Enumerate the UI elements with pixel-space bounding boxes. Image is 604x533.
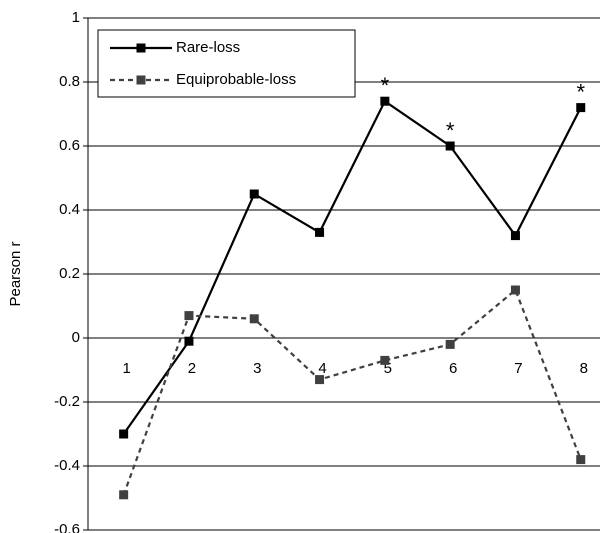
marker	[510, 231, 520, 241]
marker	[119, 490, 129, 500]
marker	[249, 189, 259, 199]
y-tick-label: 0.6	[59, 137, 80, 154]
marker	[315, 227, 325, 237]
y-axis-label: Pearson r	[7, 241, 24, 306]
marker	[380, 355, 390, 365]
x-tick-label: 3	[253, 360, 261, 377]
legend-label: Rare-loss	[176, 39, 240, 56]
marker	[445, 339, 455, 349]
x-tick-label: 8	[580, 360, 588, 377]
x-tick-label: 6	[449, 360, 457, 377]
y-tick-label: 1	[72, 9, 80, 26]
y-tick-label: -0.6	[54, 521, 80, 533]
x-tick-label: 2	[188, 360, 196, 377]
marker	[576, 103, 586, 113]
legend-marker	[136, 75, 146, 85]
x-tick-label: 4	[318, 360, 326, 377]
annotation: *	[381, 73, 390, 98]
marker	[315, 375, 325, 385]
series-line	[122, 99, 582, 435]
y-tick-label: 0.4	[59, 201, 80, 218]
y-tick-label: 0.8	[59, 73, 80, 90]
y-tick-label: -0.4	[54, 457, 80, 474]
x-tick-label: 1	[122, 360, 130, 377]
x-tick-label: 7	[514, 360, 522, 377]
marker	[249, 314, 259, 324]
series-line	[122, 288, 582, 496]
legend-box	[97, 29, 356, 98]
x-tick-label: 5	[384, 360, 392, 377]
marker	[184, 336, 194, 346]
legend: Rare-loss Equiprobable-loss	[97, 29, 356, 98]
annotation: *	[576, 79, 585, 104]
marker	[119, 429, 129, 439]
legend-marker	[136, 43, 146, 53]
annotation: *	[446, 118, 455, 143]
y-tick-label: 0	[72, 329, 80, 346]
y-tick-label: -0.2	[54, 393, 80, 410]
legend-label: Equiprobable-loss	[176, 71, 296, 88]
marker	[510, 285, 520, 295]
marker	[576, 455, 586, 465]
marker	[380, 96, 390, 106]
marker	[445, 141, 455, 151]
marker	[184, 311, 194, 321]
y-tick-label: 0.2	[59, 265, 80, 282]
